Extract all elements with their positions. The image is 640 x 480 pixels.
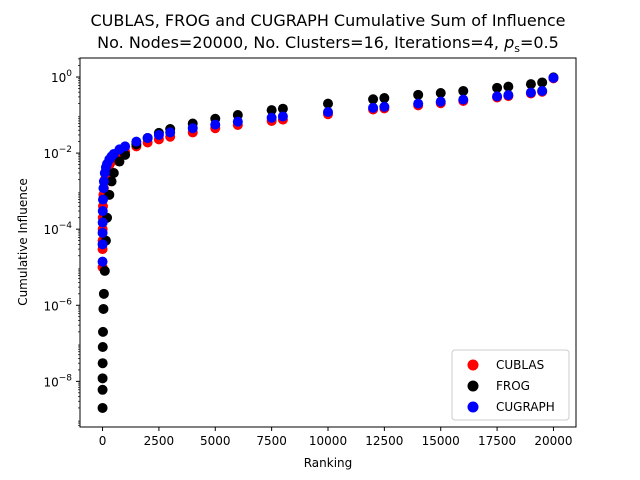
data-point	[379, 93, 390, 104]
x-tick-label: 17500	[478, 434, 516, 448]
data-point	[97, 227, 108, 238]
x-tick-label: 10000	[309, 434, 347, 448]
data-point	[142, 132, 153, 143]
x-tick-label: 20000	[534, 434, 572, 448]
legend-box	[451, 349, 570, 421]
data-point	[503, 90, 514, 101]
data-point	[114, 156, 125, 167]
legend-marker-frog	[467, 380, 479, 392]
chart-title-line2: No. Nodes=20000, No. Clusters=16, Iterat…	[97, 33, 559, 55]
data-point	[98, 194, 108, 205]
data-point	[368, 102, 379, 113]
legend-marker-cugraph	[467, 401, 479, 413]
x-axis-ticks: 0 2500 5000 7500 10000 12500 15000 17500 20000	[99, 427, 573, 448]
data-point	[99, 265, 110, 276]
data-point	[537, 85, 548, 96]
data-point	[525, 87, 536, 98]
x-tick-label: 12500	[365, 434, 403, 448]
data-point	[323, 107, 333, 118]
legend-marker-cublas	[467, 359, 479, 371]
data-point	[131, 136, 142, 147]
data-point	[98, 288, 109, 299]
data-point	[323, 98, 333, 109]
data-point	[97, 402, 108, 413]
data-point	[458, 85, 469, 96]
data-point	[187, 123, 198, 134]
data-point	[97, 358, 108, 369]
data-point	[97, 206, 108, 217]
title-line2-sub: s	[514, 42, 520, 55]
y-tick-label: 10−2	[43, 145, 72, 161]
data-point	[97, 384, 108, 395]
data-point	[97, 373, 108, 384]
x-tick-label: 0	[99, 434, 107, 448]
x-tick-label: 7500	[256, 434, 287, 448]
y-tick-label: 100	[51, 69, 72, 85]
y-tick-label: 10−6	[43, 297, 72, 313]
y-axis-ticks: 10−8 10−6 10−4 10−2 100	[43, 58, 80, 426]
y-tick-label: 10−8	[43, 373, 72, 389]
data-point	[525, 79, 536, 90]
data-point	[379, 101, 390, 112]
data-point	[435, 88, 446, 99]
plot-area	[97, 72, 559, 413]
series-cugraph	[97, 72, 559, 267]
data-point	[368, 94, 379, 105]
y-axis-label: Cumulative Influence	[16, 178, 30, 306]
legend-label-cugraph: CUGRAPH	[496, 400, 555, 414]
data-point	[266, 112, 277, 123]
x-tick-label: 2500	[144, 434, 175, 448]
data-point	[277, 103, 288, 114]
chart-title-line1: CUBLAS, FROG and CUGRAPH Cumulative Sum …	[90, 11, 565, 30]
title-line2-var: p	[503, 33, 514, 52]
legend-label-cublas: CUBLAS	[496, 358, 544, 372]
data-point	[97, 256, 108, 267]
x-tick-label: 15000	[422, 434, 460, 448]
data-point	[492, 91, 503, 102]
data-point	[97, 342, 108, 352]
data-point	[210, 119, 221, 130]
data-point	[98, 326, 108, 337]
legend-label-frog: FROG	[496, 379, 530, 393]
data-point	[435, 96, 446, 107]
data-point	[120, 141, 131, 152]
data-point	[97, 239, 108, 250]
data-point	[98, 303, 109, 314]
data-point	[97, 217, 108, 228]
y-tick-label: 10−4	[43, 221, 72, 237]
data-point	[537, 77, 548, 88]
data-point	[266, 105, 277, 116]
data-point	[108, 167, 119, 178]
data-point	[458, 94, 469, 105]
legend: CUBLAS FROG CUGRAPH	[451, 349, 570, 421]
x-axis-label: Ranking	[304, 456, 353, 470]
data-point	[548, 72, 559, 83]
title-line2-prefix: No. Nodes=20000, No. Clusters=16, Iterat…	[97, 33, 504, 52]
x-tick-label: 5000	[200, 434, 231, 448]
title-line2-suffix: =0.5	[520, 33, 559, 52]
data-point	[413, 89, 424, 100]
data-point	[503, 81, 514, 92]
data-point	[232, 116, 243, 127]
data-point	[277, 111, 288, 122]
data-point	[492, 82, 503, 93]
data-point	[165, 127, 176, 138]
data-point	[98, 176, 109, 187]
data-point	[413, 98, 424, 109]
data-point	[153, 129, 164, 140]
data-point	[106, 176, 117, 187]
